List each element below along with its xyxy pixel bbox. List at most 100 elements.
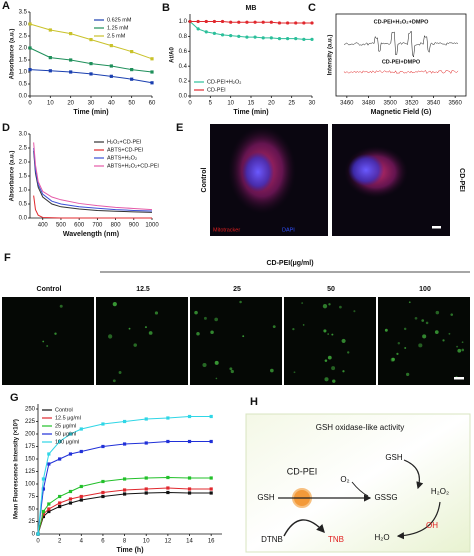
cell-signal	[210, 330, 214, 335]
point	[79, 449, 83, 454]
point	[89, 72, 93, 76]
x-tick-label: 25	[288, 101, 295, 107]
cell-signal	[425, 321, 429, 325]
cell-signal	[414, 316, 418, 320]
cell-signal	[46, 345, 49, 347]
point	[229, 34, 233, 38]
cell-signal	[331, 366, 336, 371]
scale-bar	[432, 226, 441, 229]
catalyst-label: CD-PEI	[287, 466, 318, 476]
point	[212, 31, 216, 35]
series-line	[29, 69, 153, 84]
cell-signal	[133, 343, 137, 347]
y-axis-label: At/A0	[170, 47, 176, 63]
x-tick-label: 0	[36, 539, 40, 545]
point	[68, 489, 73, 494]
point	[109, 64, 113, 68]
column-label: 100	[419, 286, 431, 293]
y-tick-label: 2.5	[19, 34, 28, 40]
chart-title: MB	[246, 5, 257, 12]
point	[130, 77, 134, 81]
point	[89, 62, 93, 66]
micrograph	[378, 297, 470, 385]
x-axis-label: Magnetic Field (G)	[371, 109, 432, 116]
cell-signal	[214, 360, 219, 365]
point	[229, 20, 233, 24]
cell-signal	[408, 301, 411, 304]
point	[79, 498, 83, 502]
diagram-title: GSH oxidase-like activity	[316, 423, 404, 432]
y-axis-label: Absorbance (a.u.)	[10, 29, 16, 80]
y-tick-label: 200	[25, 432, 36, 438]
point	[28, 22, 32, 26]
cell-signal	[403, 327, 407, 331]
legend-label: CD-PEI+H₂O₂	[207, 79, 241, 85]
point	[187, 414, 192, 419]
cell-signal	[196, 332, 200, 336]
point	[48, 69, 52, 73]
x-tick-label: 500	[56, 223, 67, 229]
cell-signal	[339, 305, 342, 309]
x-tick-label: 40	[108, 101, 115, 107]
product: GSSG	[374, 493, 397, 502]
point	[101, 479, 105, 484]
micrograph	[96, 297, 188, 385]
y-tick-label: 150	[25, 457, 36, 463]
point	[286, 37, 290, 41]
cell-signal	[118, 371, 122, 374]
cell-signal	[112, 301, 117, 307]
point	[68, 432, 73, 436]
x-tick-label: 20	[268, 101, 275, 107]
cell-signal	[42, 340, 45, 343]
point	[122, 419, 127, 424]
point	[144, 441, 148, 445]
cell-signal	[324, 359, 328, 362]
x-tick-label: 5	[209, 101, 213, 107]
y-axis-label: Absorbance (a.u.)	[10, 151, 16, 202]
point	[253, 20, 257, 24]
cell-signal	[59, 304, 63, 308]
y-tick-label: 2.0	[19, 160, 28, 166]
legend-label: 50 μg/ml	[55, 431, 76, 437]
spectrum-trace	[344, 30, 459, 58]
y-tick-label: 100	[25, 482, 36, 488]
x-tick-label: 1000	[145, 223, 159, 229]
cell-signal	[239, 300, 242, 304]
point	[68, 501, 73, 505]
series-line	[29, 47, 153, 73]
point	[237, 20, 241, 24]
y-tick-label: 0.2	[179, 79, 188, 85]
point	[144, 487, 148, 491]
series-line	[33, 195, 152, 219]
y-tick-label: 175	[25, 444, 36, 450]
x-axis-label: Wavelength (nm)	[63, 231, 119, 238]
point	[47, 502, 51, 506]
point	[36, 532, 40, 536]
point	[79, 494, 83, 499]
arrow	[283, 519, 325, 537]
point	[109, 74, 113, 78]
x-tick-label: 400	[38, 223, 49, 229]
point	[122, 492, 127, 496]
point	[209, 476, 213, 480]
point	[48, 28, 52, 32]
series-line	[37, 441, 212, 535]
x-tick-label: 30	[88, 101, 95, 107]
point	[209, 414, 213, 419]
x-tick-label: 700	[92, 223, 103, 229]
y-tick-label: 1.5	[19, 174, 28, 180]
point	[47, 462, 51, 466]
point	[187, 487, 192, 491]
panel-label: G	[10, 392, 19, 404]
cell-signal	[301, 302, 304, 304]
point	[58, 494, 62, 499]
point	[109, 44, 113, 48]
y-tick-label: 0	[32, 532, 36, 538]
cell-signal	[397, 342, 401, 345]
panel-label: B	[162, 2, 170, 14]
y-axis-label: Mean Fluorescence Intensity (×10³)	[13, 419, 20, 519]
cell-signal	[230, 369, 234, 374]
point	[286, 21, 290, 25]
